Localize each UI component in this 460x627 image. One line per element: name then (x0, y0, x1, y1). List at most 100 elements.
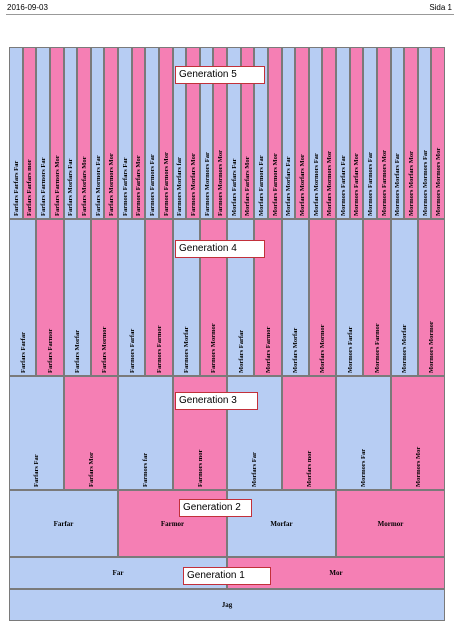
person-cell[interactable]: Farfars Mormor (90, 219, 118, 376)
person-name: Farfars Mormor (101, 326, 109, 373)
generation-label: Generation 2 (179, 499, 252, 517)
person-cell[interactable]: Farmors Farmors Mor (158, 47, 173, 219)
person-name: Morfars Farmor (264, 326, 272, 373)
person-name: Mormors Farfars Far (339, 155, 347, 216)
person-cell[interactable]: Mormors Far (336, 376, 391, 490)
person-name: Farmors Farmor (155, 325, 163, 373)
person-name: Mor (329, 569, 343, 577)
person-cell[interactable]: Farfars Farfars Far (9, 47, 23, 219)
person-cell[interactable]: Farmors Mormors Mor (213, 47, 227, 219)
person-cell[interactable]: Farfars Morfars Mor (77, 47, 91, 219)
person-name: Morfars Morfars Far (285, 156, 293, 216)
person-name: Farmors Mormors Mor (217, 149, 225, 216)
person-cell[interactable]: Jag (9, 589, 445, 621)
person-name: Mormors Farfars Mor (353, 153, 361, 216)
person-cell[interactable]: Morfars Farmors Mor (267, 47, 282, 219)
person-cell[interactable]: Morfars Mormors Far (308, 47, 323, 219)
person-cell[interactable]: Farfars Farfars mor (22, 47, 37, 219)
person-cell[interactable]: Farfars Mormors Mor (104, 47, 118, 219)
person-name: Morfar (270, 519, 293, 528)
person-cell[interactable]: Mormors Morfars Mor (404, 47, 418, 219)
person-name: Mormors Mormors Far (421, 149, 429, 216)
generation-label: Generation 5 (175, 66, 265, 84)
person-cell[interactable]: Mormors Mormors Mor (431, 47, 445, 219)
person-name: Morfars Farfars Mor (244, 156, 252, 216)
page-number: Sida 1 (429, 3, 452, 12)
person-name: Farfars Farfars Far (12, 160, 20, 216)
person-name: Farmors Mormor (210, 323, 218, 373)
person-name: Farfars Far (33, 454, 41, 487)
person-name: Farfar (53, 519, 74, 528)
person-name: Morfars mor (305, 450, 313, 487)
person-name: Morfars Farfars Far (230, 158, 238, 216)
person-cell[interactable]: Farmors Farfar (118, 219, 146, 376)
person-cell[interactable]: Mormors Farmors Mor (376, 47, 391, 219)
person-cell[interactable]: Farfars Far (9, 376, 64, 490)
person-name: Morfars Morfar (292, 327, 300, 373)
person-cell[interactable]: Farmors Farfars Far (118, 47, 132, 219)
person-cell[interactable]: Mormors Mor (390, 376, 445, 490)
person-cell[interactable]: Morfars Farmor (254, 219, 282, 376)
person-cell[interactable]: Farmors Morfars Mor (186, 47, 200, 219)
person-cell[interactable]: Farfars Mormors Far (90, 47, 105, 219)
person-cell[interactable]: Morfars Farmors Far (254, 47, 268, 219)
person-name: Morfars Mormor (319, 324, 327, 373)
person-cell[interactable]: Farmors Morfars far (172, 47, 187, 219)
person-cell[interactable]: Farfars Farfar (9, 219, 37, 376)
person-cell[interactable]: Farmors Mormors Far (199, 47, 214, 219)
person-cell[interactable]: Morfars Morfars Mor (295, 47, 309, 219)
person-cell[interactable]: Farmors far (118, 376, 173, 490)
person-name: Morfars Morfars Mor (298, 154, 306, 216)
person-cell[interactable]: Morfars Mormor (308, 219, 336, 376)
person-name: Morfars Farfar (237, 329, 245, 373)
person-cell[interactable]: Morfars Morfar (281, 219, 309, 376)
person-name: Farfars Mormors Far (94, 155, 102, 216)
person-name: Farmors mor (196, 449, 204, 487)
person-name: Morfars Mormors Mor (326, 151, 334, 216)
person-cell[interactable]: Farfars Farmors Far (36, 47, 50, 219)
person-name: Farfars Morfar (74, 329, 82, 373)
person-name: Mormors Morfar (401, 324, 409, 373)
person-cell[interactable]: Morfars Farfars Mor (240, 47, 255, 219)
person-name: Mormors Mor (414, 446, 422, 487)
generation-label: Generation 4 (175, 240, 265, 258)
person-cell[interactable]: Morfars Morfars Far (281, 47, 296, 219)
person-cell[interactable]: Morfars mor (281, 376, 336, 490)
generation-label: Generation 1 (183, 567, 271, 585)
person-cell[interactable]: Morfars Mormors Mor (322, 47, 336, 219)
person-cell[interactable]: Mormors Farfars Far (336, 47, 350, 219)
person-cell[interactable]: Mormors Morfar (390, 219, 418, 376)
person-name: Mormors Farmors Mor (380, 149, 388, 216)
person-cell[interactable]: Mormors Farfars Mor (349, 47, 364, 219)
person-name: Mormors Farmor (373, 323, 381, 373)
person-cell[interactable]: Farfar (9, 490, 118, 557)
person-name: Farmors Morfars far (176, 157, 184, 216)
person-cell[interactable]: Farmors Farfars Mor (131, 47, 146, 219)
header-divider (6, 14, 454, 15)
person-name: Farmors far (142, 452, 150, 487)
person-cell[interactable]: Mormor (336, 490, 445, 557)
person-cell[interactable]: Farfars Morfar (63, 219, 91, 376)
person-cell[interactable]: Morfars Farfars Far (227, 47, 241, 219)
person-cell[interactable]: Mormors Morfars Far (390, 47, 405, 219)
person-cell[interactable]: Mormors Farfar (336, 219, 364, 376)
person-cell[interactable]: Mormors Mormors Far (417, 47, 432, 219)
person-name: Mormors Mormor (428, 321, 436, 373)
person-name: Farfars Morfars Mor (80, 156, 88, 216)
person-name: Farfars Farmor (46, 328, 54, 373)
person-name: Farfars Farfar (19, 332, 27, 373)
person-cell[interactable]: Farfars Mor (63, 376, 118, 490)
person-cell[interactable]: Farfars Farmor (36, 219, 64, 376)
person-name: Mormors Far (360, 448, 368, 487)
person-cell[interactable]: Mormors Mormor (417, 219, 445, 376)
person-cell[interactable]: Farmors Farmors Far (145, 47, 159, 219)
print-date: 2016-09-03 (7, 3, 48, 12)
person-cell[interactable]: Farmors Farmor (145, 219, 173, 376)
person-cell[interactable]: Mormors Farmor (363, 219, 391, 376)
person-cell[interactable]: Farfars Farmors Mor (49, 47, 64, 219)
ancestor-chart: Farfars Farfars Far Farfars Farfars mor Fa… (9, 47, 445, 621)
generation-label: Generation 3 (175, 392, 258, 410)
person-cell[interactable]: Mormors Farmors Far (363, 47, 377, 219)
person-name: Farfars Farmors Far (40, 157, 48, 216)
person-cell[interactable]: Farfars Morfars Far (63, 47, 78, 219)
